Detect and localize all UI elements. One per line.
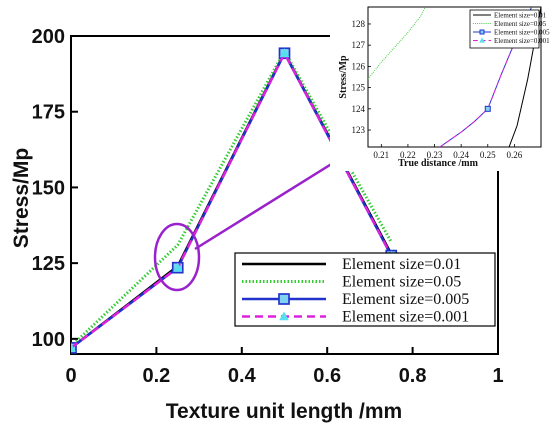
main-y-tick-label: 100 [32, 329, 65, 351]
inset-y-tick-label: 128 [352, 19, 366, 29]
inset-x-tick-label: 0.26 [507, 150, 523, 160]
inset-series-marker-2 [484, 105, 491, 112]
main-x-axis-title: Texture unit length /mm [166, 400, 402, 423]
inset-legend-label-1: Element size=0.05 [494, 20, 547, 28]
inset-series-line-1 [368, 7, 426, 80]
main-legend-label-2: Element size=0.005 [342, 291, 469, 308]
inset-x-tick-label: 0.23 [427, 150, 443, 160]
main-series-line-1 [71, 48, 393, 348]
main-x-tick-label: 1 [492, 365, 503, 387]
main-x-tick-label: 0.4 [228, 365, 257, 387]
main-x-tick-label: 0.6 [313, 365, 341, 387]
inset-chart: 0.21 0.22 0.23 0.24 0.25 0.26 123 124 125 126 127 1… [330, 1, 550, 171]
main-x-tick-label: 0 [65, 365, 76, 387]
main-legend-label-3: Element size=0.001 [342, 309, 469, 326]
inset-legend-box [469, 9, 540, 49]
inset-legend-marker-3 [479, 37, 485, 43]
inset-y-tick-label: 124 [352, 104, 366, 114]
main-y-tick-label: 175 [32, 102, 65, 124]
main-legend-label-1: Element size=0.05 [342, 274, 461, 291]
inset-legend-label-2: Element size=0.005 [494, 29, 550, 37]
inset-x-axis-title: True distance /mm [398, 158, 478, 169]
main-ticks: 0 0.2 0.4 0.6 0.8 1 100 125 150 175 200 [32, 26, 504, 387]
main-series-marker-3 [172, 262, 183, 272]
main-y-tick-label: 150 [32, 177, 65, 199]
main-y-axis-title: Stress/Mp [10, 148, 33, 248]
main-legend-marker-2 [278, 293, 290, 305]
inset-x-tick-label: 0.21 [373, 150, 389, 160]
callout-ellipse [153, 222, 201, 292]
main-y-tick-label: 125 [32, 253, 65, 275]
inset-legend-label-0: Element size=0.01 [494, 12, 547, 20]
inset-x-tick-label: 0.24 [453, 150, 469, 160]
main-series-marker-3 [71, 342, 76, 352]
inset-y-tick-label: 125 [352, 83, 366, 93]
inset-y-tick-label: 126 [352, 61, 366, 71]
inset-x-tick-label: 0.25 [480, 150, 496, 160]
main-legend-label-0: Element size=0.01 [342, 256, 461, 273]
inset-ticks: 0.21 0.22 0.23 0.24 0.25 0.26 123 124 125 126 127 1… [352, 19, 523, 160]
main-y-tick-label: 200 [32, 26, 65, 48]
main-x-tick-label: 0.8 [399, 365, 427, 387]
inset-x-tick-label: 0.22 [400, 150, 416, 160]
inset-y-axis-title: Stress/Mp [338, 55, 349, 99]
main-x-tick-label: 0.2 [142, 365, 170, 387]
inset-y-tick-label: 127 [352, 40, 366, 50]
inset-y-tick-label: 123 [352, 125, 366, 135]
main-series-marker-3 [279, 48, 290, 57]
main-legend-marker-3 [279, 311, 289, 321]
inset-legend-marker-2 [479, 29, 485, 35]
inset-legend-label-3: Element size=0.001 [494, 37, 550, 45]
inset-series-line-3 [439, 7, 533, 147]
